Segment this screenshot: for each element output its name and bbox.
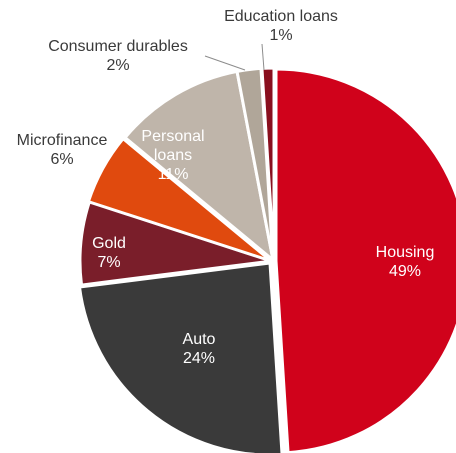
slices-layer	[77, 66, 456, 453]
pie-slice-housing	[274, 67, 456, 453]
slice-label-education-loans: Education loans 1%	[224, 8, 338, 44]
leader-line-education-loans	[261, 43, 265, 71]
pie-slice-microfinance	[86, 136, 272, 263]
slice-label-housing: Housing 49%	[376, 244, 435, 280]
slice-label-gold: Gold 7%	[92, 235, 126, 271]
slice-label-microfinance: Microfinance 6%	[17, 132, 108, 168]
slice-label-auto: Auto 24%	[183, 331, 216, 367]
labels-layer: Housing 49% Auto 24% Gold 7% Microfinance 6% Per…	[17, 8, 435, 367]
pie-slice-personal-loans	[122, 69, 276, 264]
pie-slice-auto	[77, 261, 284, 453]
leader-line-consumer-durables	[204, 55, 246, 71]
slice-label-personal-loans: Personal loans 11%	[141, 128, 204, 183]
slice-label-consumer-durables: Consumer durables 2%	[48, 38, 188, 74]
leader-lines-layer	[204, 43, 265, 71]
pie-slice-education-loans	[260, 66, 276, 261]
